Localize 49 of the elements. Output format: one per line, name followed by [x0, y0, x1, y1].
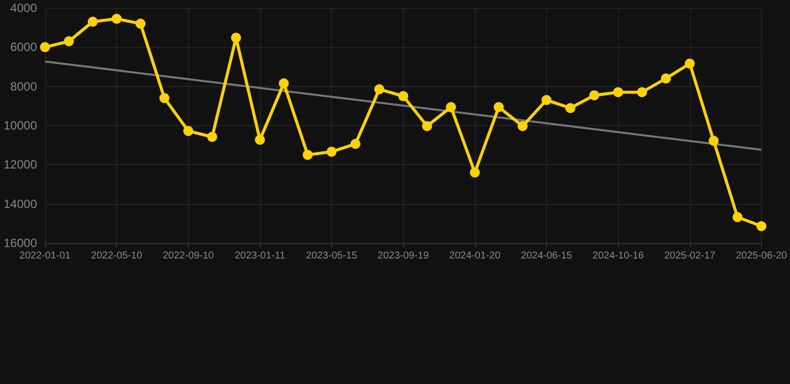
- point: [565, 103, 576, 114]
- point: [231, 32, 242, 43]
- point: [398, 91, 408, 102]
- point: [40, 42, 50, 52]
- x-tick-label: 2023-01-11: [234, 250, 286, 262]
- y-tick-label: 12000: [4, 158, 38, 172]
- point: [254, 134, 265, 145]
- point: [470, 168, 480, 178]
- x-tick-label: 2023-09-19: [378, 250, 430, 262]
- point: [613, 87, 624, 98]
- x-tick-label: 2025-02-17: [664, 250, 716, 262]
- y-tick-label: 16000: [4, 236, 38, 250]
- point: [207, 132, 218, 142]
- point: [326, 146, 337, 157]
- x-tick-label: 2022-09-10: [162, 250, 214, 262]
- x-tick-label: 2022-05-10: [91, 250, 143, 262]
- point: [88, 16, 98, 27]
- point: [637, 87, 648, 98]
- point: [446, 102, 456, 112]
- x-tick-label: 2022-01-01: [19, 250, 72, 262]
- point: [350, 138, 360, 149]
- point: [278, 78, 289, 88]
- y-tick-label: 6000: [10, 40, 38, 54]
- point: [302, 150, 313, 160]
- x-tick-label: 2024-10-16: [592, 250, 644, 262]
- point: [183, 126, 194, 136]
- point: [64, 36, 74, 46]
- point: [422, 121, 432, 132]
- point: [732, 212, 743, 222]
- x-tick-label: 2024-06-15: [520, 250, 573, 262]
- point: [756, 221, 766, 232]
- point: [374, 84, 384, 94]
- y-tick-label: 8000: [10, 79, 38, 94]
- x-tick-label: 2025-06-20: [736, 250, 788, 262]
- point: [112, 14, 122, 24]
- x-tick-label: 2024-01-20: [449, 250, 501, 262]
- point: [708, 136, 719, 146]
- point: [518, 121, 528, 132]
- point: [542, 95, 552, 106]
- point: [159, 93, 170, 104]
- point: [589, 90, 600, 100]
- y-tick-label: 4000: [10, 1, 38, 15]
- point: [136, 18, 146, 29]
- point: [494, 102, 504, 112]
- x-tick-label: 2023-05-15: [306, 250, 358, 262]
- point: [684, 58, 695, 69]
- y-tick-label: 10000: [4, 118, 38, 132]
- y-tick-label: 14000: [4, 196, 38, 211]
- point: [660, 74, 671, 84]
